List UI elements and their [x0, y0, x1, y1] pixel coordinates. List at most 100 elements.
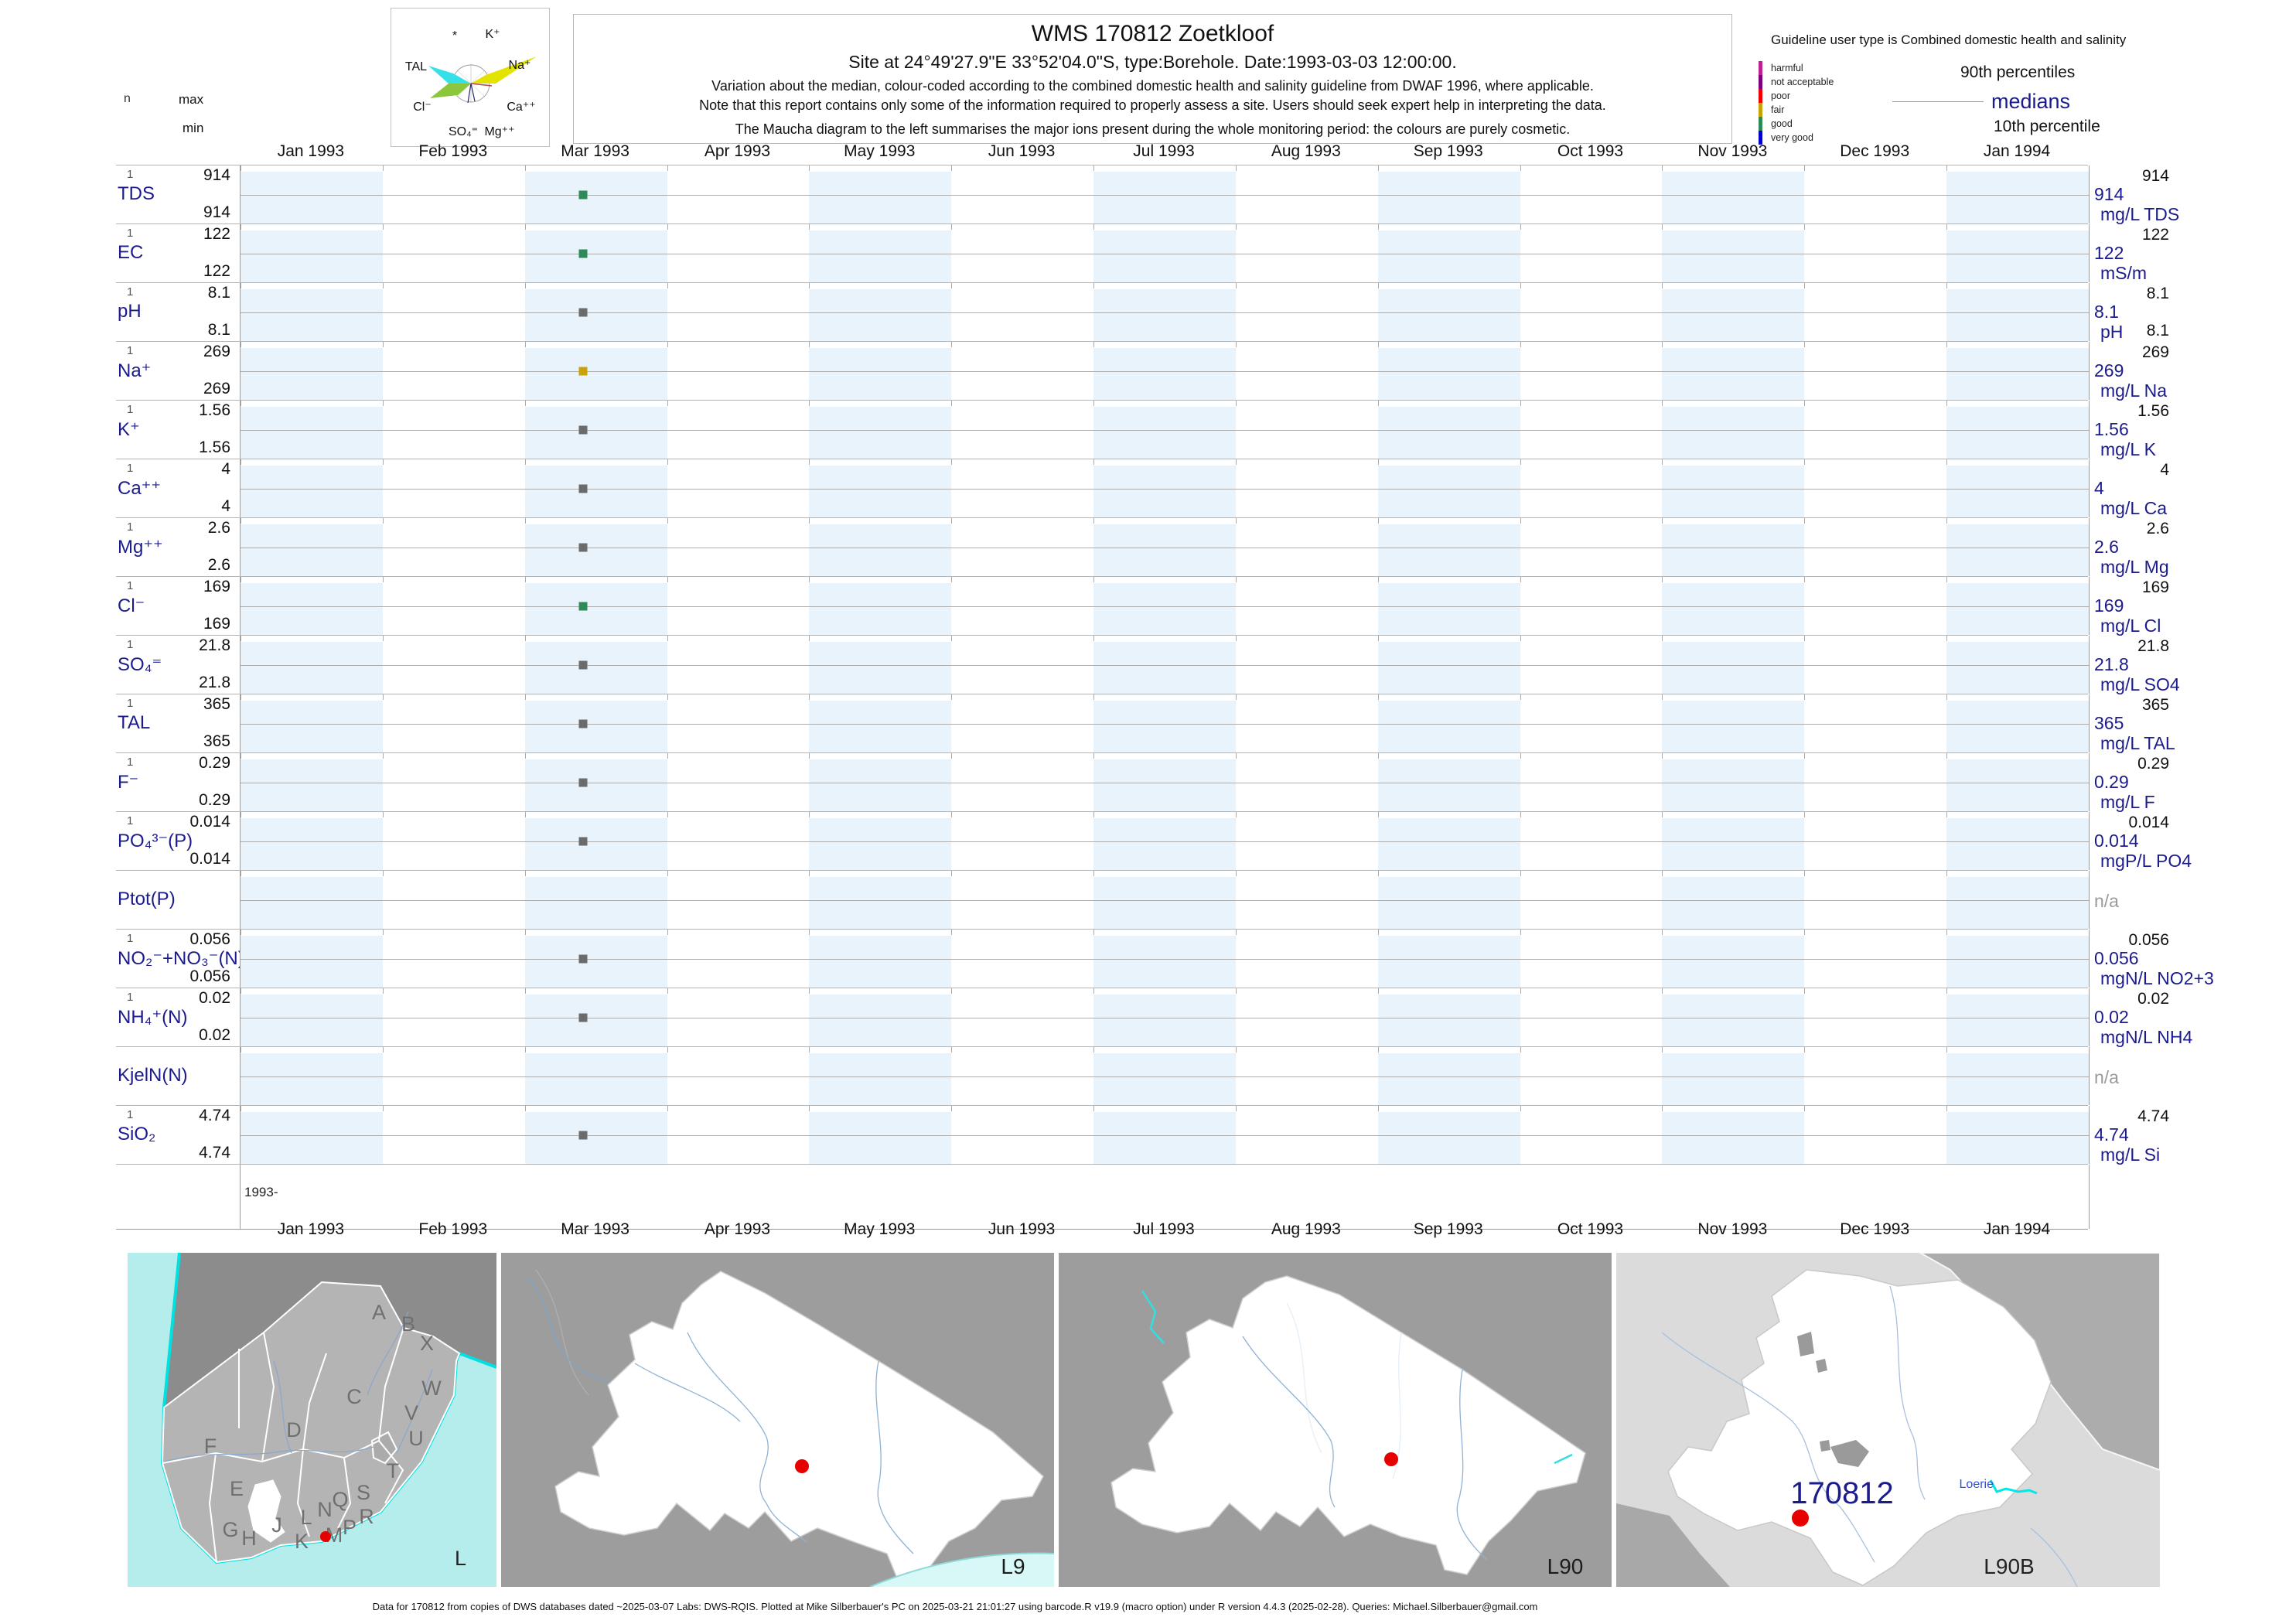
p90-value: 21.8 [2137, 637, 2169, 655]
svg-text:D: D [286, 1418, 302, 1441]
row-right-labels: 2.6 2.6 mg/L Mg [2088, 518, 2296, 577]
south-africa-outline [161, 1281, 461, 1564]
month-cell [382, 342, 525, 400]
month-cell [1804, 459, 1946, 517]
guideline-color-bar [1759, 61, 1762, 145]
p90-value: 0.014 [2128, 814, 2169, 831]
svg-text:N: N [317, 1498, 333, 1521]
month-cell [1804, 283, 1946, 341]
parameter-name: Cl⁻ [118, 595, 145, 616]
month-cell [951, 459, 1093, 517]
month-cell [524, 577, 667, 635]
min-value: 0.056 [189, 967, 230, 985]
month-cell [1093, 1106, 1236, 1164]
parameter-name: NO₂⁻+NO₃⁻(N) [118, 948, 244, 969]
month-cell [382, 1047, 525, 1105]
month-label: Sep 1993 [1413, 142, 1483, 160]
guideline-class-labels: harmful not acceptable poor fair good very go… [1771, 61, 1834, 145]
month-cell [241, 871, 383, 929]
median-value: 0.29 [2094, 772, 2129, 792]
footer-note: Data for 170812 from copies of DWS datab… [372, 1601, 1538, 1612]
min-value: 4.74 [199, 1144, 230, 1162]
parameter-row: 1 0.29 F⁻ 0.29 0.29 0.29 mg/L F [116, 752, 2169, 812]
month-cell [1377, 1106, 1520, 1164]
sample-count: 1 [127, 403, 134, 416]
sample-marker [578, 190, 588, 199]
median-value: 8.1 [2094, 302, 2119, 322]
sample-count: 1 [127, 697, 134, 710]
month-cell [1520, 812, 1663, 870]
row-label-area: 1 1.56 K⁺ 1.56 [116, 401, 240, 459]
parameter-name: KjelN(N) [118, 1065, 188, 1086]
month-cell [1377, 342, 1520, 400]
neighbour-countries [164, 1253, 496, 1407]
month-cell [382, 753, 525, 811]
month-label: Dec 1993 [1840, 1220, 1910, 1238]
month-cell [1946, 871, 2089, 929]
month-cells [241, 1047, 2089, 1105]
rivers [634, 1332, 914, 1554]
month-label: Sep 1993 [1413, 1220, 1483, 1238]
month-cell [1804, 224, 1946, 282]
month-cell [1377, 518, 1520, 576]
p90-value: 169 [2141, 578, 2169, 596]
parameter-row: 1 2.6 Mg⁺⁺ 2.6 2.6 2.6 mg/L Mg [116, 517, 2169, 577]
month-cells [241, 930, 2089, 988]
month-cell [1235, 930, 1378, 988]
month-cell [241, 988, 383, 1046]
median-value: 4.74 [2094, 1124, 2129, 1145]
catchment-L90 [1110, 1275, 1586, 1575]
row-plot-area [240, 518, 2090, 576]
parameter-row: 1 169 Cl⁻ 169 169 169 mg/L Cl [116, 576, 2169, 636]
month-label: Jun 1993 [988, 142, 1056, 160]
month-cell [1235, 459, 1378, 517]
month-cell [1946, 930, 2089, 988]
month-label: Apr 1993 [704, 1220, 771, 1238]
month-cell [1520, 518, 1663, 576]
rivers [1242, 1336, 1488, 1561]
unit-label: mgN/L NH4 [2100, 1027, 2193, 1047]
month-cell [1520, 871, 1663, 929]
unit-label: mS/m [2100, 263, 2148, 283]
max-value: 0.014 [189, 813, 230, 831]
month-cell [951, 1047, 1093, 1105]
month-cell [1093, 636, 1236, 694]
month-cell [951, 224, 1093, 282]
median-line [241, 841, 2089, 842]
month-cell [1804, 577, 1946, 635]
month-label: Jan 1994 [1983, 1220, 2051, 1238]
parameter-row: 1 365 TAL 365 365 365 mg/L TAL [116, 694, 2175, 753]
month-label: May 1993 [844, 142, 916, 160]
row-label-area: 1 4.74 SiO₂ 4.74 [116, 1106, 240, 1164]
svg-text:A: A [372, 1301, 386, 1324]
row-right-labels: 0.014 0.014 mgP/L PO4 [2088, 812, 2296, 871]
month-cell [524, 812, 667, 870]
title-note-3: The Maucha diagram to the left summarise… [735, 121, 1571, 137]
month-cell [809, 459, 952, 517]
svg-text:X: X [420, 1332, 434, 1355]
adjacent-region-2 [1616, 1503, 1730, 1587]
p90-value: 2.6 [2146, 520, 2169, 537]
svg-text:T: T [387, 1459, 400, 1482]
median-legend-label: medians [1991, 90, 2071, 113]
month-cell [1377, 283, 1520, 341]
row-label-area: Ptot(P) [116, 871, 240, 929]
month-cell [524, 459, 667, 517]
month-cell [667, 459, 810, 517]
median-value: 914 [2094, 184, 2124, 204]
row-plot-area [240, 459, 2090, 517]
drainage-region-boundaries [162, 1327, 404, 1563]
row-plot-area [240, 1106, 2090, 1164]
page-title: WMS 170812 Zoetkloof [1031, 21, 1274, 46]
p10-value: 8.1 [2146, 322, 2169, 339]
sample-marker [578, 602, 588, 610]
month-cell [1377, 753, 1520, 811]
sample-count: 1 [127, 462, 134, 475]
month-cell [1093, 753, 1236, 811]
unit-label: mg/L TDS [2100, 204, 2180, 224]
n-column-header: n [124, 92, 131, 105]
ocean-edge [869, 1552, 1054, 1587]
bottom-axis-strip-plot: 1993- [240, 1165, 2090, 1229]
svg-text:H: H [241, 1527, 257, 1550]
month-cells [241, 871, 2089, 929]
